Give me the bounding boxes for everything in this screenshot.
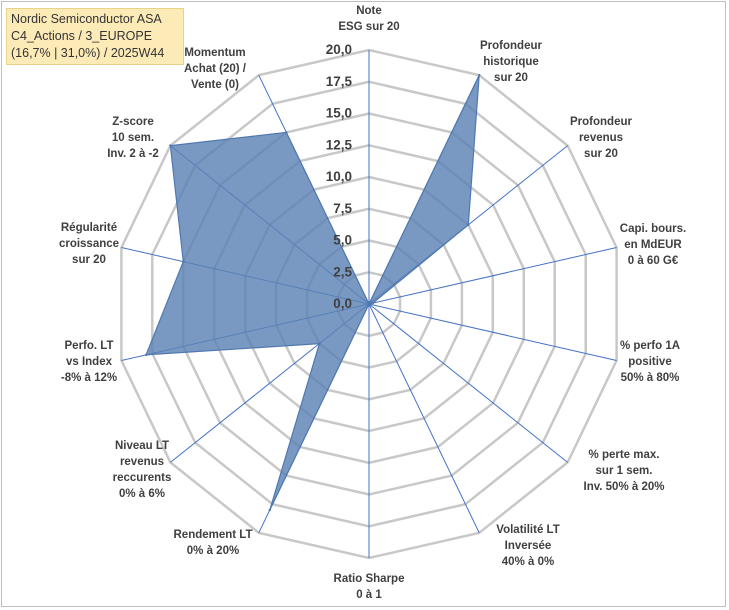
data-point-10 [144, 353, 148, 357]
category-label-line: Vente (0) [191, 79, 239, 91]
data-point-1 [478, 74, 481, 77]
category-label-12: Z-score 10 sem. Inv. 2 à -2 [107, 114, 159, 162]
category-label-line: sur 20 [494, 72, 528, 84]
tick-label-1: 2,5 [333, 264, 352, 279]
category-label-line: Inversée [504, 540, 552, 552]
category-label-line: Momentum [184, 47, 246, 59]
data-point-7 [367, 302, 371, 306]
category-label-9: Niveau LT revenus reccurents 0% à 6% [113, 438, 172, 502]
category-label-line: revenus [119, 456, 165, 468]
category-label-line: 10 sem. [111, 132, 155, 144]
category-label-2: Profondeur revenus sur 20 [570, 114, 632, 162]
axis-spoke-6 [368, 303, 480, 534]
category-label-4: % perfo 1A positive 50% à 80% [620, 338, 680, 386]
data-point-12 [169, 144, 172, 147]
category-label-3: Capi. bours. en MdEUR 0 à 60 G€ [620, 221, 686, 269]
category-label-line: Profondeur [570, 116, 632, 128]
axis-spoke-5 [368, 303, 568, 463]
category-label-6: Volatilité LT Inversée 40% à 0% [496, 522, 559, 570]
title-line-2: C4_Actions / 3_EUROPE [11, 29, 153, 43]
category-label-line: Perfo. LT [64, 340, 114, 352]
tick-label-2: 5,0 [333, 233, 352, 248]
category-label-line: revenus [578, 132, 624, 144]
category-label-line: Régularité [60, 222, 118, 234]
tick-label-6: 15,0 [326, 106, 352, 121]
axis-spoke-3 [368, 247, 617, 305]
tick-label-7: 17,5 [326, 74, 353, 89]
category-label-line: croissance [58, 238, 120, 250]
category-label-line: 0 à 1 [356, 589, 382, 601]
category-label-0: Note ESG sur 20 [338, 3, 399, 35]
tick-label-3: 7,5 [333, 201, 352, 216]
data-point-2 [467, 223, 470, 226]
data-point-3 [371, 302, 374, 305]
category-label-line: % perte max. [588, 449, 660, 461]
category-label-line: 40% à 0% [501, 556, 555, 568]
category-label-line: Achat (20) / [184, 63, 246, 75]
category-label-line: positive [628, 356, 672, 368]
category-label-line: 0 à 60 G€ [627, 255, 679, 267]
category-label-line: Inv. 50% à 20% [583, 481, 665, 493]
category-label-line: -8% à 12% [60, 372, 118, 384]
category-label-line: Volatilité LT [496, 524, 560, 536]
category-label-8: Rendement LT 0% à 20% [173, 527, 252, 559]
tick-label-5: 12,5 [326, 137, 353, 152]
category-label-line: reccurents [112, 472, 172, 484]
tick-label-4: 10,0 [326, 169, 352, 184]
data-point-11 [182, 260, 185, 263]
category-label-line: historique [483, 56, 539, 68]
data-point-8 [268, 508, 271, 512]
category-label-line: sur 20 [72, 254, 106, 266]
category-label-11: Régularité croissance sur 20 [59, 220, 119, 268]
title-line-1: Nordic Semiconductor ASA [11, 12, 162, 26]
category-label-line: Z-score [112, 116, 154, 128]
category-label-line: Niveau LT [114, 440, 170, 452]
data-point-9 [318, 342, 321, 345]
category-label-line: Capi. bours. [619, 223, 687, 235]
category-label-line: Ratio Sharpe [333, 573, 405, 585]
data-point-13 [285, 131, 288, 134]
category-label-line: vs Index [65, 356, 113, 368]
category-label-1: Profondeur historique sur 20 [480, 38, 542, 86]
category-label-10: Perfo. LT vs Index -8% à 12% [61, 338, 117, 386]
category-label-line: 0% à 20% [186, 545, 240, 557]
category-label-line: Rendement LT [173, 529, 253, 541]
category-label-line: sur 1 sem. [595, 465, 653, 477]
category-label-line: Inv. 2 à -2 [107, 148, 159, 160]
category-label-13: Momentum Achat (20) / Vente (0) [184, 45, 246, 93]
category-label-7: Ratio Sharpe 0 à 1 [334, 571, 405, 603]
category-label-line: en MdEUR [624, 239, 682, 251]
category-label-line: 50% à 80% [620, 372, 680, 384]
tick-label-8: 20,0 [326, 42, 352, 57]
category-label-line: % perfo 1A [619, 340, 681, 352]
category-label-line: Profondeur [480, 40, 542, 52]
category-label-5: % perte max. sur 1 sem. Inv. 50% à 20% [584, 447, 665, 495]
data-area [145, 74, 480, 511]
axis-spoke-4 [368, 303, 617, 361]
category-label-line: 0% à 6% [118, 488, 166, 500]
category-label-line: Note [356, 5, 382, 17]
category-label-line: ESG sur 20 [338, 21, 400, 33]
title-box: Nordic Semiconductor ASA C4_Actions / 3_… [6, 8, 184, 65]
category-label-line: sur 20 [584, 148, 618, 160]
tick-label-0: 0,0 [333, 296, 352, 311]
title-line-3: (16,7% | 31,0%) / 2025W44 [11, 46, 165, 60]
